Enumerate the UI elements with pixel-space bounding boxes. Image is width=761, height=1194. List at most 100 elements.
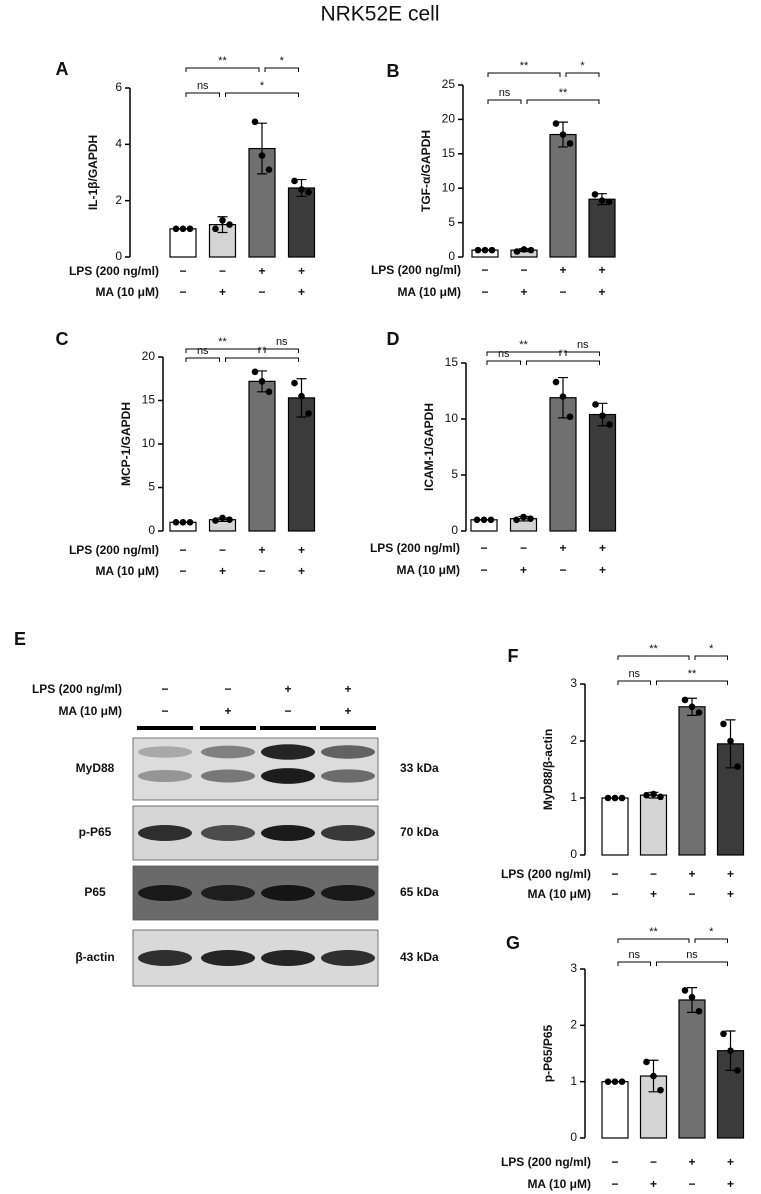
condition-label: MA (10 μM) — [527, 1177, 591, 1191]
bar — [601, 797, 629, 856]
significance-label: ** — [688, 668, 697, 680]
bar — [549, 397, 577, 532]
significance-label: ** — [218, 336, 227, 348]
blot-band — [201, 885, 255, 901]
data-point — [298, 392, 305, 400]
blot-band — [321, 950, 375, 966]
data-point — [298, 186, 305, 193]
data-point — [611, 1078, 619, 1085]
significance-label: ** — [559, 87, 568, 99]
lane-marker — [320, 726, 376, 730]
protein-label: β-actin — [75, 950, 114, 964]
bar — [169, 228, 197, 258]
data-point — [591, 191, 599, 198]
blot-band — [321, 885, 375, 901]
data-point — [566, 413, 574, 421]
condition-sign: + — [727, 1155, 734, 1169]
condition-sign: − — [480, 541, 487, 555]
condition-sign: + — [727, 867, 734, 881]
data-point — [527, 515, 534, 522]
y-tick-label: 0 — [570, 1130, 577, 1144]
blot-band — [138, 885, 192, 901]
y-tick-label: 0 — [570, 847, 577, 861]
data-point — [605, 198, 613, 206]
data-point — [720, 720, 727, 728]
condition-sign: + — [598, 285, 605, 299]
data-point — [480, 516, 488, 524]
condition-label: LPS (200 ng/ml) — [501, 1155, 591, 1169]
significance-bracket — [617, 655, 690, 660]
condition-sign: − — [520, 263, 527, 277]
condition-sign: + — [298, 564, 305, 578]
data-point — [552, 378, 560, 386]
panel-label: B — [387, 61, 400, 81]
data-point — [695, 709, 703, 716]
data-point — [688, 993, 696, 1001]
condition-sign: − — [219, 264, 226, 278]
data-point — [606, 421, 613, 428]
condition-sign: + — [688, 867, 695, 881]
data-point — [226, 516, 233, 523]
significance-label: ns — [197, 345, 209, 357]
blot-band — [201, 825, 255, 841]
y-axis-label: MyD88/β-actin — [541, 729, 555, 810]
data-point — [212, 517, 219, 524]
significance-label: ns — [276, 336, 288, 348]
condition-sign: − — [161, 682, 168, 696]
condition-sign: + — [520, 285, 527, 299]
condition-sign: − — [688, 1177, 695, 1191]
condition-sign: − — [284, 704, 291, 718]
significance-bracket — [264, 348, 299, 353]
condition-sign: − — [179, 564, 186, 578]
data-point — [305, 410, 312, 417]
significance-label: ns — [628, 949, 640, 961]
condition-sign: + — [599, 541, 606, 555]
significance-bracket — [486, 360, 521, 365]
bar — [678, 999, 706, 1139]
y-tick-label: 15 — [142, 393, 156, 407]
condition-label: LPS (200 ng/ml) — [371, 263, 461, 277]
condition-sign: + — [727, 1177, 734, 1191]
bar — [588, 413, 617, 532]
data-point — [305, 188, 312, 196]
error-bar — [257, 122, 267, 175]
condition-sign: + — [520, 563, 527, 577]
y-tick-label: 0 — [451, 523, 458, 537]
significance-bracket — [185, 348, 260, 353]
data-point — [720, 1030, 727, 1038]
condition-sign: + — [559, 541, 566, 555]
data-point — [527, 246, 535, 254]
data-point — [265, 166, 273, 173]
significance-label: ** — [218, 55, 227, 67]
significance-bracket — [565, 351, 600, 356]
data-point — [650, 790, 657, 798]
data-point — [695, 1007, 703, 1015]
y-tick-label: 6 — [115, 80, 122, 94]
condition-sign: − — [480, 563, 487, 577]
significance-label: * — [280, 55, 285, 67]
condition-sign: − — [688, 887, 695, 901]
data-point — [650, 1072, 657, 1080]
data-point — [592, 401, 599, 408]
significance-bracket — [656, 961, 728, 966]
y-tick-label: 0 — [148, 523, 155, 537]
data-point — [727, 737, 734, 745]
significance-label: ns — [498, 348, 510, 360]
significance-label: ns — [577, 339, 589, 351]
data-point — [611, 794, 619, 802]
significance-bracket — [526, 360, 600, 365]
data-point — [186, 225, 194, 233]
data-point — [559, 393, 567, 400]
data-point — [618, 1078, 626, 1085]
y-tick-label: 15 — [445, 355, 459, 369]
figure-title: NRK52E cell — [320, 3, 439, 26]
data-point — [598, 197, 606, 204]
panel-label: C — [56, 329, 69, 349]
bar — [248, 380, 276, 532]
significance-bracket — [656, 680, 728, 685]
data-point — [179, 519, 187, 526]
blot-band — [261, 744, 315, 760]
y-tick-label: 2 — [115, 193, 122, 207]
y-tick-label: 10 — [445, 411, 459, 425]
